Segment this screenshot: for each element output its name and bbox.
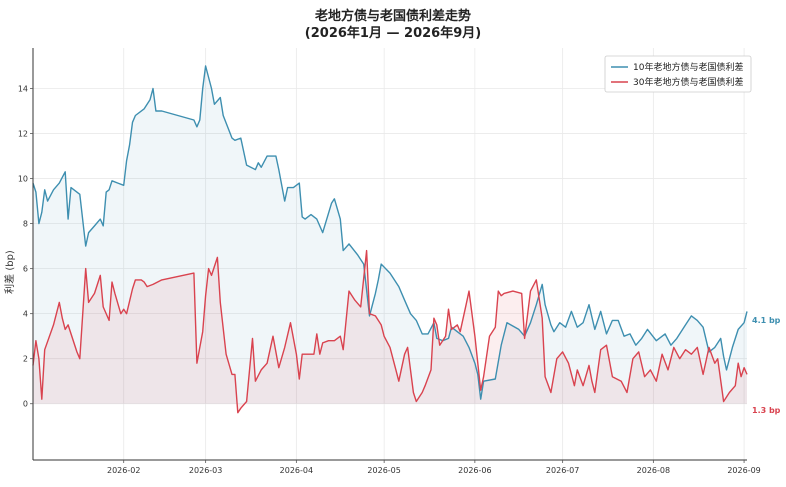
y-tick-label: 0 bbox=[23, 400, 28, 409]
grid bbox=[33, 48, 747, 460]
series-1-line bbox=[32, 65, 748, 400]
y-tick-label: 6 bbox=[23, 265, 28, 274]
x-tick-label: 2026-05 bbox=[367, 466, 400, 475]
axes bbox=[32, 48, 747, 461]
x-tick-label: 2026-09 bbox=[727, 466, 760, 475]
y-tick-label: 4 bbox=[23, 310, 28, 319]
x-tick-label: 2026-04 bbox=[280, 466, 313, 475]
legend-frame bbox=[604, 55, 752, 93]
x-tick-label: 2026-06 bbox=[458, 466, 491, 475]
y-axis-ticks: 0 2 4 6 8 10 12 14 bbox=[18, 85, 33, 409]
y-tick-label: 12 bbox=[18, 130, 28, 139]
y-tick-label: 10 bbox=[18, 175, 28, 184]
end-label-series-2: 1.3 bp bbox=[752, 406, 781, 415]
x-axis-ticks: 2026-02 2026-03 2026-04 2026-05 2026-06 2026-… bbox=[107, 460, 761, 475]
series-lines bbox=[32, 65, 748, 414]
chart-title: 老地方债与老国债利差走势 bbox=[314, 8, 471, 24]
chart-subtitle: (2026年1月 — 2026年9月) bbox=[305, 25, 481, 41]
legend-label-series-1: 10年老地方债与老国债利差 bbox=[633, 61, 743, 73]
y-tick-label: 14 bbox=[18, 85, 28, 94]
y-tick-label: 8 bbox=[23, 220, 28, 229]
series-2-line bbox=[32, 249, 748, 414]
series-1-area bbox=[33, 66, 747, 404]
x-tick-label: 2026-07 bbox=[546, 466, 579, 475]
x-tick-label: 2026-02 bbox=[107, 466, 140, 475]
y-tick-label: 2 bbox=[23, 355, 28, 364]
y-axis-label: 利差 (bp) bbox=[3, 250, 16, 294]
series-areas bbox=[33, 66, 747, 413]
legend-label-series-2: 30年老地方债与老国债利差 bbox=[633, 76, 743, 88]
legend: 10年老地方债与老国债利差 30年老地方债与老国债利差 bbox=[604, 55, 752, 93]
x-tick-label: 2026-08 bbox=[637, 466, 670, 475]
end-label-series-1: 4.1 bp bbox=[752, 316, 781, 325]
x-tick-label: 2026-03 bbox=[189, 466, 222, 475]
series-2-area bbox=[33, 250, 747, 413]
